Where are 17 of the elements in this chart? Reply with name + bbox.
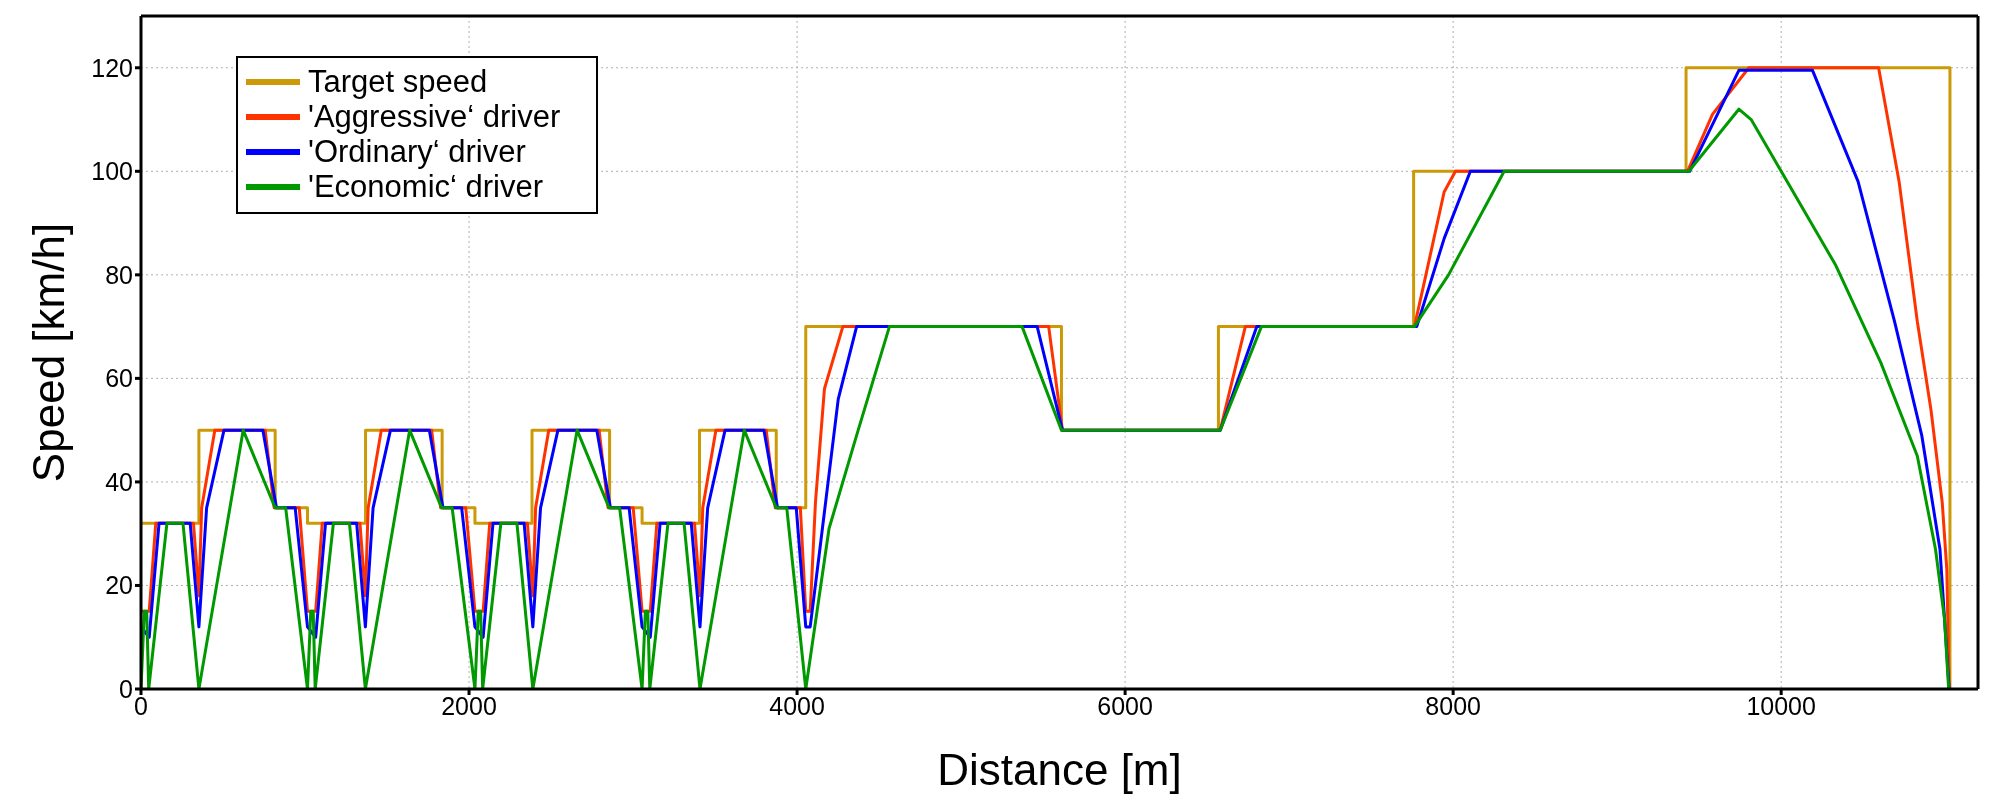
y-tick-label: 120 (91, 53, 133, 82)
legend-label: 'Aggressive‘ driver (308, 99, 561, 134)
x-tick-label: 2000 (441, 691, 497, 720)
legend-label: 'Ordinary‘ driver (308, 134, 526, 169)
x-tick-label: 10000 (1746, 691, 1816, 720)
x-axis-title: Distance [m] (937, 745, 1182, 794)
y-tick-label: 100 (91, 157, 133, 186)
y-tick-label: 40 (105, 467, 133, 496)
legend-label: Target speed (308, 64, 488, 99)
y-axis-title: Speed [km/h] (23, 222, 73, 483)
legend-label: 'Economic‘ driver (308, 169, 544, 204)
y-tick-label: 60 (105, 364, 133, 393)
y-tick-label: 20 (105, 571, 133, 600)
x-tick-label: 4000 (769, 691, 825, 720)
y-tick-label: 80 (105, 260, 133, 289)
x-tick-label: 6000 (1097, 691, 1153, 720)
x-tick-label: 8000 (1425, 691, 1481, 720)
